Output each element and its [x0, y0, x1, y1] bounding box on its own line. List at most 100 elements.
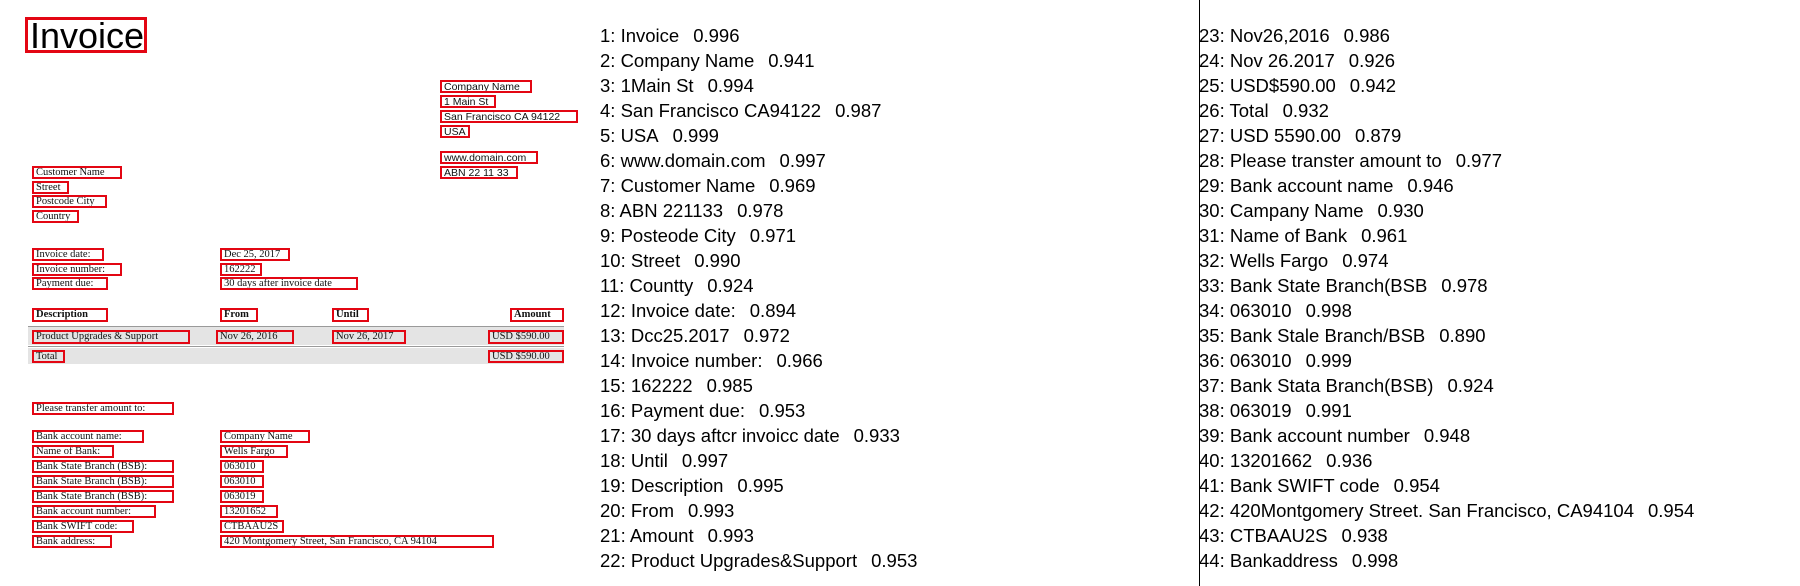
ocr-result-score: 0.986 — [1343, 25, 1390, 46]
ocr-result-label: 39: Bank account number — [1199, 425, 1410, 446]
ocr-result-item: 43: CTBAAU2S 0.938 — [1199, 523, 1694, 548]
bank-label: Bank address: — [32, 535, 112, 548]
ocr-result-item: 22: Product Upgrades&Support 0.953 — [600, 548, 917, 573]
ocr-result-label: 15: 162222 — [600, 375, 693, 396]
ocr-result-label: 40: 13201662 — [1199, 450, 1313, 471]
customer-street: Street — [32, 181, 69, 194]
ocr-result-item: 12: Invoice date: 0.894 — [600, 298, 917, 323]
ocr-result-score: 0.932 — [1282, 100, 1329, 121]
ocr-result-score: 0.995 — [737, 475, 784, 496]
ocr-result-item: 24: Nov 26.2017 0.926 — [1199, 48, 1694, 73]
ocr-result-label: 5: USA — [600, 125, 659, 146]
ocr-result-label: 11: Countty — [600, 275, 694, 296]
ocr-result-item: 39: Bank account number 0.948 — [1199, 423, 1694, 448]
ocr-result-label: 26: Total — [1199, 100, 1269, 121]
payment-due-value: 30 days after invoice date — [220, 277, 358, 290]
table-rule — [28, 346, 564, 347]
ocr-result-item: 2: Company Name 0.941 — [600, 48, 917, 73]
bank-value: 13201652 — [220, 505, 278, 518]
ocr-result-label: 35: Bank Stale Branch/BSB — [1199, 325, 1426, 346]
ocr-result-label: 28: Please transter amount to — [1199, 150, 1442, 171]
ocr-result-item: 20: From 0.993 — [600, 498, 917, 523]
bank-label: Bank SWIFT code: — [32, 520, 134, 533]
ocr-result-score: 0.987 — [835, 100, 882, 121]
company-country: USA — [440, 125, 470, 138]
ocr-result-score: 0.993 — [707, 525, 754, 546]
ocr-result-score: 0.924 — [1447, 375, 1494, 396]
line-item-amount: USD $590.00 — [488, 330, 564, 344]
ocr-result-score: 0.946 — [1407, 175, 1454, 196]
ocr-result-label: 3: 1Main St — [600, 75, 694, 96]
ocr-result-item: 38: 063019 0.991 — [1199, 398, 1694, 423]
ocr-result-label: 24: Nov 26.2017 — [1199, 50, 1335, 71]
ocr-result-item: 26: Total 0.932 — [1199, 98, 1694, 123]
ocr-result-score: 0.926 — [1348, 50, 1396, 71]
company-name: Company Name — [440, 80, 532, 93]
invoice-number-value: 162222 — [220, 263, 262, 276]
ocr-results-column-1: 1: Invoice 0.996 2: Company Name 0.941 3: 1M… — [600, 23, 917, 573]
ocr-result-score: 0.974 — [1342, 250, 1389, 271]
ocr-result-item: 42: 420Montgomery Street. San Francisco,… — [1199, 498, 1694, 523]
ocr-result-score: 0.993 — [688, 500, 735, 521]
ocr-result-score: 0.994 — [707, 75, 754, 96]
ocr-result-label: 22: Product Upgrades&Support — [600, 550, 858, 571]
ocr-result-item: 14: Invoice number: 0.966 — [600, 348, 917, 373]
company-website: www.domain.com — [440, 151, 538, 164]
ocr-result-label: 21: Amount — [600, 525, 694, 546]
ocr-result-score: 0.938 — [1341, 525, 1388, 546]
ocr-result-score: 0.997 — [681, 450, 729, 471]
ocr-result-score: 0.999 — [672, 125, 719, 146]
ocr-result-label: 6: www.domain.com — [600, 150, 766, 171]
ocr-result-label: 20: From — [600, 500, 675, 521]
ocr-result-label: 34: 063010 — [1199, 300, 1292, 321]
ocr-result-label: 16: Payment due: — [600, 400, 746, 421]
bank-value: Wells Fargo — [220, 445, 288, 458]
bank-value: 063010 — [220, 460, 264, 473]
ocr-result-label: 10: Street — [600, 250, 681, 271]
ocr-result-score: 0.953 — [759, 400, 806, 421]
invoice-document: Invoice Company Name 1 Main St San Franc… — [0, 0, 590, 586]
ocr-result-item: 3: 1Main St 0.994 — [600, 73, 917, 98]
ocr-result-label: 9: Posteode City — [600, 225, 736, 246]
ocr-result-item: 9: Posteode City 0.971 — [600, 223, 917, 248]
bank-value: Company Name — [220, 430, 310, 443]
table-rule — [28, 326, 564, 327]
ocr-result-item: 17: 30 days aftcr invoicc date 0.933 — [600, 423, 917, 448]
ocr-result-item: 41: Bank SWIFT code 0.954 — [1199, 473, 1694, 498]
ocr-result-item: 10: Street 0.990 — [600, 248, 917, 273]
ocr-result-score: 0.924 — [707, 275, 754, 296]
ocr-result-item: 32: Wells Fargo 0.974 — [1199, 248, 1694, 273]
ocr-result-score: 0.969 — [769, 175, 816, 196]
ocr-result-score: 0.977 — [1455, 150, 1502, 171]
ocr-result-item: 15: 162222 0.985 — [600, 373, 917, 398]
ocr-result-score: 0.996 — [693, 25, 740, 46]
line-item-from: Nov 26, 2016 — [216, 330, 294, 344]
invoice-title: Invoice — [25, 17, 147, 54]
ocr-result-label: 41: Bank SWIFT code — [1199, 475, 1380, 496]
company-abn: ABN 22 11 33 — [440, 166, 518, 179]
bank-label: Bank State Branch (BSB): — [32, 475, 174, 488]
ocr-result-item: 28: Please transter amount to 0.977 — [1199, 148, 1694, 173]
ocr-result-item: 40: 13201662 0.936 — [1199, 448, 1694, 473]
ocr-result-score: 0.954 — [1393, 475, 1440, 496]
ocr-result-item: 35: Bank Stale Branch/BSB 0.890 — [1199, 323, 1694, 348]
ocr-result-score: 0.985 — [706, 375, 753, 396]
ocr-result-item: 6: www.domain.com 0.997 — [600, 148, 917, 173]
customer-name: Customer Name — [32, 166, 122, 179]
ocr-result-score: 0.933 — [853, 425, 900, 446]
company-city: San Francisco CA 94122 — [440, 110, 578, 123]
ocr-result-label: 7: Customer Name — [600, 175, 756, 196]
ocr-result-label: 32: Wells Fargo — [1199, 250, 1329, 271]
ocr-result-label: 27: USD 5590.00 — [1199, 125, 1341, 146]
ocr-result-item: 36: 063010 0.999 — [1199, 348, 1694, 373]
table-header-amount: Amount — [510, 308, 564, 322]
ocr-result-item: 23: Nov26,2016 0.986 — [1199, 23, 1694, 48]
ocr-result-score: 0.972 — [743, 325, 790, 346]
ocr-result-score: 0.930 — [1377, 200, 1424, 221]
bank-label: Bank State Branch (BSB): — [32, 460, 174, 473]
ocr-result-item: 1: Invoice 0.996 — [600, 23, 917, 48]
ocr-result-label: 31: Name of Bank — [1199, 225, 1348, 246]
ocr-result-score: 0.954 — [1648, 500, 1695, 521]
ocr-result-score: 0.953 — [871, 550, 918, 571]
ocr-result-item: 5: USA 0.999 — [600, 123, 917, 148]
